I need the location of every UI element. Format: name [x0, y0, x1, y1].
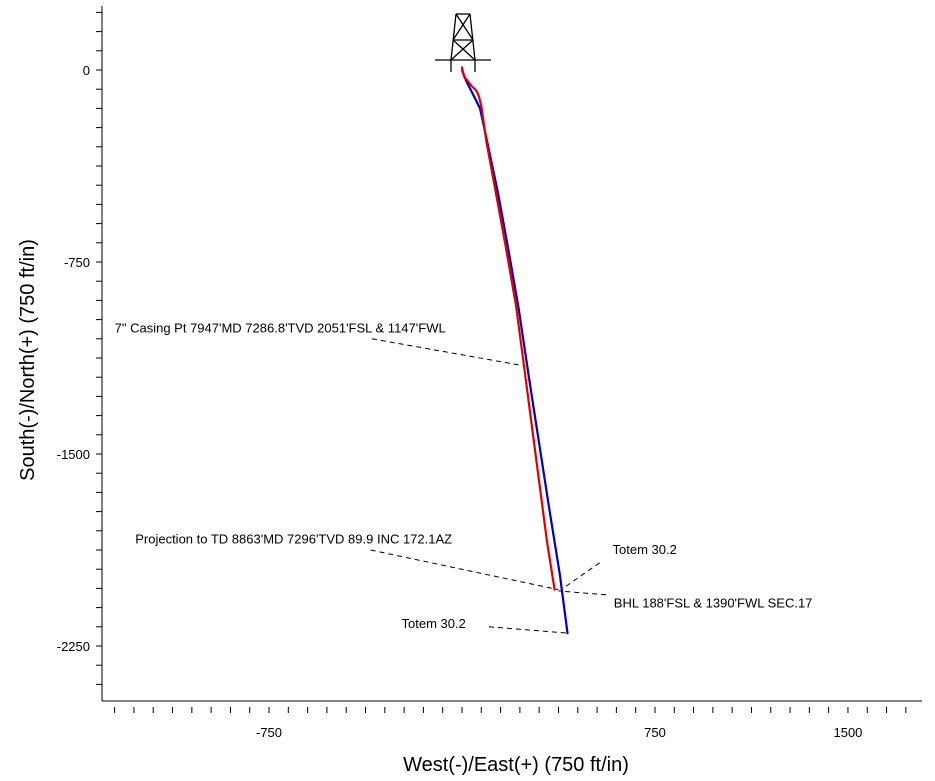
plan-well-path-line — [460, 68, 569, 635]
y-tick-label: -2250 — [57, 639, 90, 654]
x-axis-title: West(-)/East(+) (750 ft/in) — [403, 754, 629, 776]
annotation-leader-line — [560, 562, 600, 591]
y-axis-title: South(-)/North(+) (750 ft/in) — [17, 239, 39, 481]
annotation-label: 7" Casing Pt 7947'MD 7286.8'TVD 2051'FSL… — [115, 320, 446, 335]
x-minor-ticks — [114, 707, 907, 713]
y-tick-label: -1500 — [57, 447, 90, 462]
annotation-label: Totem 30.2 — [402, 616, 466, 631]
x-tick-labels: -750 750 1500 — [256, 725, 862, 740]
y-minor-ticks — [96, 11, 102, 685]
annotation-leader-line — [558, 590, 607, 596]
annotation-leader-line — [488, 626, 569, 634]
x-tick-label: 750 — [644, 725, 666, 740]
annotation-leader-line — [371, 338, 524, 367]
axes: 0 -750 -1500 -2250 -750 750 1500 — [57, 6, 922, 740]
well-path-series — [460, 66, 569, 635]
actual-well-path-line — [460, 66, 556, 591]
annotation-labels: 7" Casing Pt 7947'MD 7286.8'TVD 2051'FSL… — [115, 320, 813, 631]
y-tick-label: -750 — [64, 255, 90, 270]
annotation-label: BHL 188'FSL & 1390'FWL SEC.17 — [614, 596, 813, 611]
annotation-leader-line — [370, 549, 559, 591]
x-tick-label: -750 — [256, 725, 282, 740]
y-tick-labels: 0 -750 -1500 -2250 — [57, 63, 90, 654]
drilling-rig-icon — [435, 13, 491, 72]
annotation-label: Totem 30.2 — [613, 542, 677, 557]
x-tick-label: 1500 — [833, 725, 862, 740]
y-tick-label: 0 — [83, 63, 90, 78]
annotation-leaders — [370, 338, 607, 634]
annotation-label: Projection to TD 8863'MD 7296'TVD 89.9 I… — [135, 532, 452, 547]
